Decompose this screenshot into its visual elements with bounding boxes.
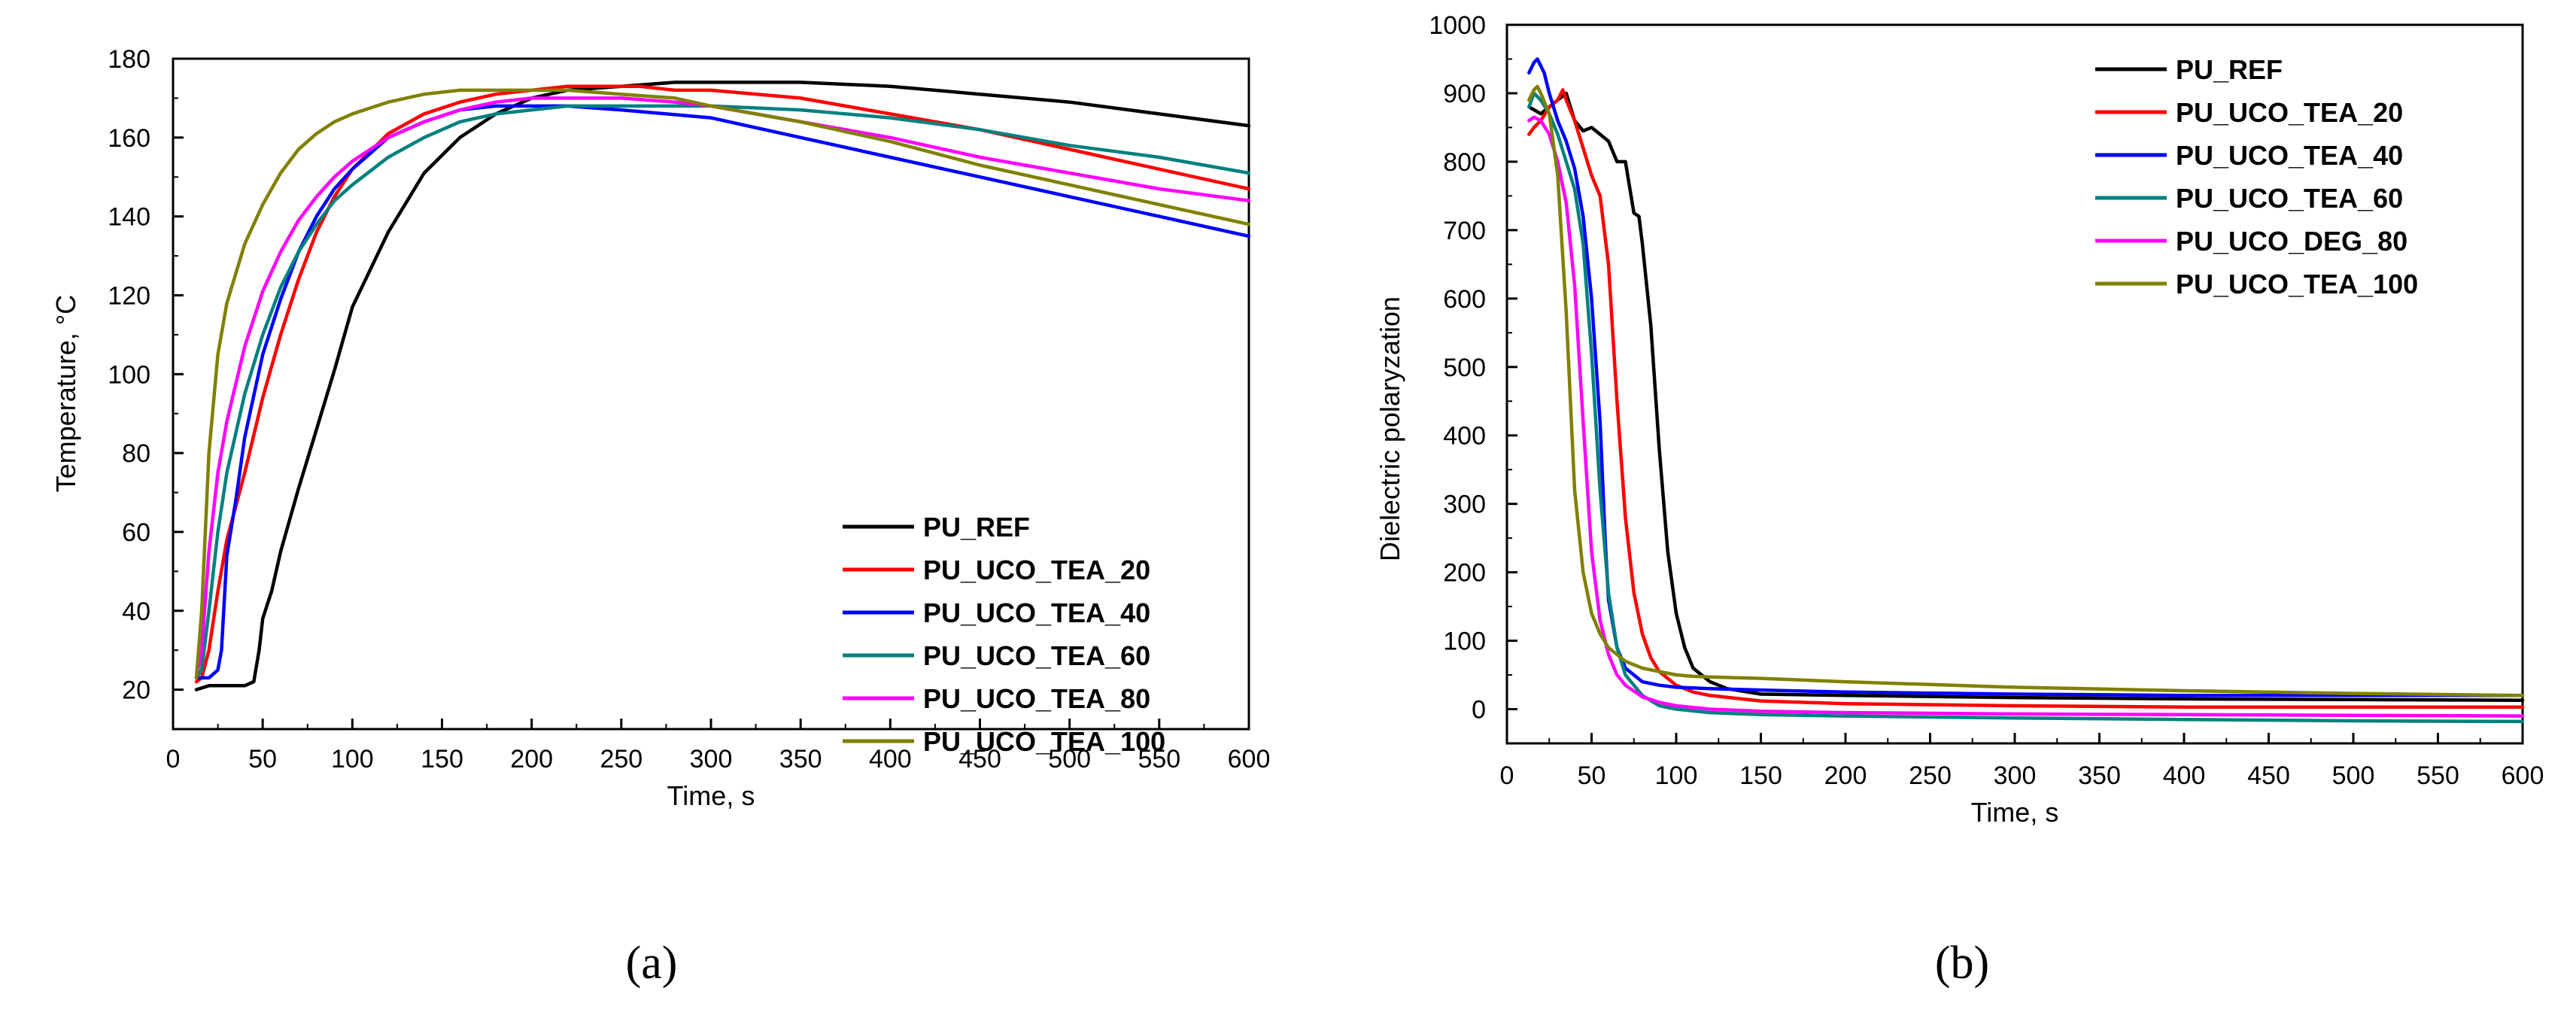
series-line-pu-uco-tea-60 <box>194 104 1251 680</box>
y-tick-label: 200 <box>1443 559 1486 588</box>
y-tick-label: 0 <box>1472 696 1486 725</box>
series-line-pu-ref <box>194 81 1251 691</box>
y-tick-label: 700 <box>1443 217 1486 245</box>
legend-label: PU_UCO_TEA_80 <box>923 683 1150 714</box>
y-tick-label: 900 <box>1443 80 1486 108</box>
chart-panel-a: 0 50 100 150 200 250 300 350 400 450 500 550 600 20 4… <box>50 45 1270 989</box>
legend-label: PU_UCO_DEG_80 <box>2176 226 2407 257</box>
y-tick-label: 300 <box>1443 491 1486 519</box>
x-axis-label-b: Time, s <box>1971 797 2059 828</box>
legend-b: PU_REF PU_UCO_TEA_20 PU_UCO_TEA_40 PU_UCO_T… <box>2095 54 2418 299</box>
y-tick-label: 400 <box>1443 422 1486 451</box>
plot-area-frame-b <box>1505 23 2524 745</box>
y-tick-label: 120 <box>108 281 150 310</box>
x-tick-label: 600 <box>1228 745 1271 773</box>
x-tick-label: 250 <box>600 745 642 773</box>
x-tick-label: 350 <box>779 745 822 773</box>
series-line-pu-uco-tea-40 <box>194 104 1251 680</box>
series-line-pu-uco-tea-80 <box>194 96 1251 680</box>
x-tick-label: 300 <box>690 745 733 773</box>
series-group-a <box>194 81 1251 691</box>
x-tick-label: 200 <box>510 745 553 773</box>
legend-label: PU_UCO_TEA_20 <box>2176 97 2403 128</box>
y-tick-label: 160 <box>108 124 150 153</box>
y-tick-label: 100 <box>108 360 150 389</box>
x-axis-label-a: Time, s <box>667 780 755 811</box>
x-tick-label: 250 <box>1909 761 1952 790</box>
x-tick-label: 550 <box>2417 761 2459 790</box>
legend-label: PU_UCO_TEA_60 <box>2176 183 2403 214</box>
legend-a: PU_REF PU_UCO_TEA_20 PU_UCO_TEA_40 PU_UCO_T… <box>843 512 1165 757</box>
series-group-b <box>1527 57 2525 724</box>
x-tick-label: 0 <box>1500 761 1514 790</box>
x-tick-label: 500 <box>2332 761 2375 790</box>
legend-label: PU_UCO_TEA_40 <box>2176 140 2403 171</box>
y-axis-ticks-b: 0 100 200 300 400 500 600 700 800 900 1000 <box>1429 11 1517 725</box>
y-axis-label-b: Dielectric polaryzation <box>1375 296 1405 561</box>
plot-area-frame-a <box>172 57 1250 731</box>
legend-label: PU_REF <box>2176 54 2283 85</box>
y-tick-label: 1000 <box>1429 11 1486 40</box>
x-tick-label: 600 <box>2502 761 2544 790</box>
y-tick-label: 600 <box>1443 285 1486 314</box>
x-tick-label: 50 <box>248 745 277 773</box>
y-axis-ticks-a: 20 40 60 80 100 120 140 160 180 <box>108 45 184 705</box>
y-tick-label: 800 <box>1443 148 1486 177</box>
y-tick-label: 500 <box>1443 354 1486 382</box>
x-tick-label: 100 <box>1655 761 1698 790</box>
x-tick-label: 350 <box>2078 761 2121 790</box>
legend-label: PU_UCO_TEA_100 <box>2176 269 2418 299</box>
y-tick-label: 100 <box>1443 628 1486 656</box>
x-tick-label: 200 <box>1824 761 1867 790</box>
legend-label: PU_REF <box>923 512 1030 542</box>
y-tick-label: 20 <box>122 676 150 705</box>
x-tick-label: 300 <box>1994 761 2037 790</box>
x-tick-label: 150 <box>421 745 463 773</box>
series-line-pu-uco-tea-60 <box>1527 91 2525 724</box>
x-tick-label: 500 <box>1048 745 1091 773</box>
legend-label: PU_UCO_TEA_20 <box>923 555 1150 585</box>
series-line-pu-uco-tea-20 <box>1527 88 2525 710</box>
x-tick-label: 450 <box>2247 761 2290 790</box>
y-tick-label: 60 <box>122 518 150 547</box>
x-tick-label: 150 <box>1739 761 1782 790</box>
y-tick-label: 80 <box>122 439 150 468</box>
panel-label-b: (b) <box>1935 938 1989 989</box>
legend-label: PU_UCO_TEA_100 <box>923 726 1165 757</box>
x-tick-label: 0 <box>166 745 181 773</box>
chart-panel-b: 0 50 100 150 200 250 300 350 400 450 500 550 600 0 10… <box>1375 11 2544 989</box>
x-tick-label: 400 <box>2163 761 2206 790</box>
panel-label-a: (a) <box>626 938 678 989</box>
x-tick-label: 450 <box>958 745 1001 773</box>
legend-label: PU_UCO_TEA_60 <box>923 640 1150 671</box>
y-tick-label: 40 <box>122 597 150 626</box>
x-axis-ticks-b: 0 50 100 150 200 250 300 350 400 450 500 550 600 <box>1500 733 2544 790</box>
series-line-pu-uco-tea-100 <box>1527 84 2525 697</box>
y-tick-label: 140 <box>108 203 150 232</box>
x-tick-label: 550 <box>1138 745 1180 773</box>
x-tick-label: 50 <box>1578 761 1606 790</box>
x-tick-label: 100 <box>331 745 374 773</box>
x-axis-ticks-a: 0 50 100 150 200 250 300 350 400 450 500 550 600 <box>166 719 1271 773</box>
legend-label: PU_UCO_TEA_40 <box>923 597 1150 628</box>
y-tick-label: 180 <box>108 45 150 74</box>
y-axis-label-a: Temperature, °C <box>50 295 81 493</box>
series-line-pu-uco-tea-100 <box>194 88 1251 680</box>
x-tick-label: 400 <box>869 745 912 773</box>
